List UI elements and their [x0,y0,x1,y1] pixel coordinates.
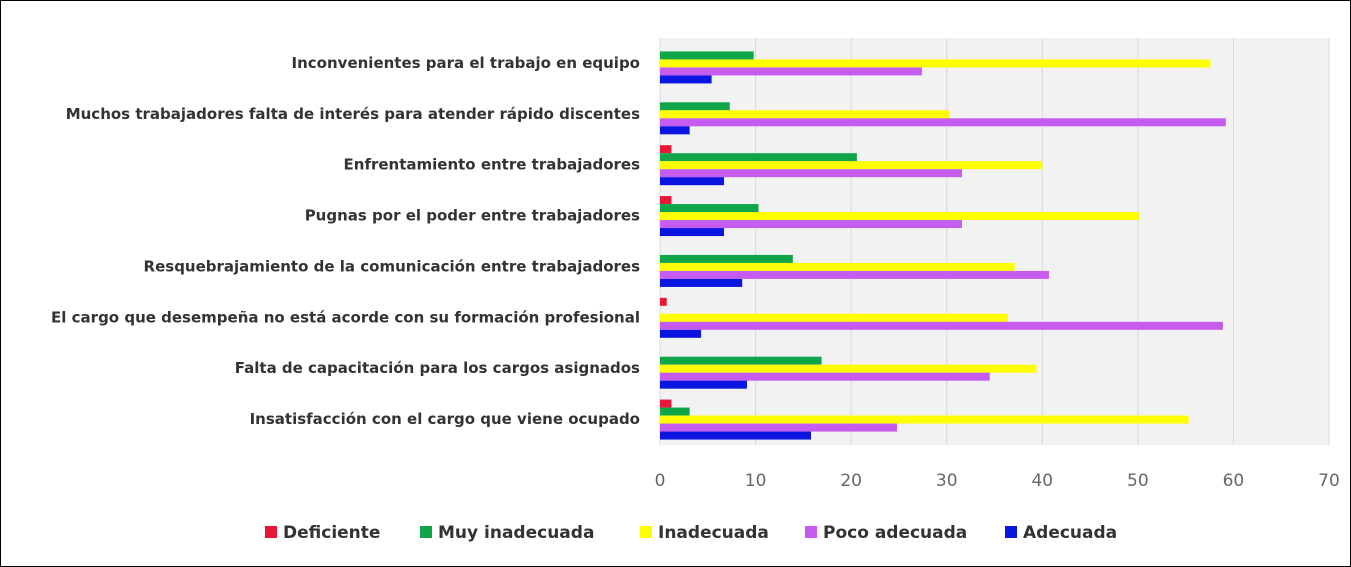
x-tick-label: 70 [1318,471,1340,491]
category-label: Inconvenientes para el trabajo en equipo [292,54,640,72]
legend-swatch [265,526,277,538]
bar [660,380,747,389]
bar [660,102,730,111]
bar [660,161,1043,170]
bar [660,75,712,84]
legend-swatch [640,526,652,538]
bar [660,254,793,263]
x-tick-label: 30 [936,471,958,491]
legend-label: Poco adecuada [823,523,967,543]
bar [660,356,822,365]
legend-label: Deficiente [283,523,380,543]
bar [660,169,963,178]
bar [660,110,950,119]
bar [660,270,1049,279]
bar [660,372,990,381]
legend-swatch [420,526,432,538]
category-label: Muchos trabajadores falta de interés par… [66,105,640,123]
bar [660,321,1223,330]
x-tick-label: 60 [1223,471,1245,491]
bar [660,145,672,154]
category-label: Enfrentamiento entre trabajadores [344,156,641,174]
bar [660,59,1211,68]
x-tick-label: 20 [840,471,862,491]
legend-label: Adecuada [1023,523,1117,543]
bar [660,407,690,416]
bar [660,67,922,76]
category-label: El cargo que desempeña no está acorde co… [51,308,640,326]
legend-swatch [1005,526,1017,538]
bar [660,177,725,186]
bar [660,278,743,287]
bar [660,51,754,60]
bar [660,364,1037,373]
x-tick-label: 0 [655,471,666,491]
bar [660,220,963,229]
plot-area [660,38,1329,445]
bar [660,118,1226,127]
bar [660,297,667,306]
bar [660,431,812,440]
legend-label: Inadecuada [658,523,769,543]
legend-swatch [805,526,817,538]
category-label: Resquebrajamiento de la comunicación ent… [144,257,641,275]
bar [660,313,1008,322]
x-tick-label: 50 [1127,471,1149,491]
bar [660,262,1015,271]
bar [660,399,672,408]
bar [660,329,702,338]
bar [660,204,759,213]
bar [660,423,898,432]
legend-label: Muy inadecuada [438,523,594,543]
category-label: Falta de capacitación para los cargos as… [235,359,640,377]
category-label: Pugnas por el poder entre trabajadores [305,207,640,225]
bar [660,212,1140,221]
bar [660,126,690,135]
bar [660,153,857,162]
bar [660,415,1189,424]
x-tick-label: 10 [745,471,767,491]
bar [660,196,672,205]
bar [660,228,725,237]
x-tick-label: 40 [1031,471,1053,491]
category-label: Insatisfacción con el cargo que viene oc… [250,410,640,428]
